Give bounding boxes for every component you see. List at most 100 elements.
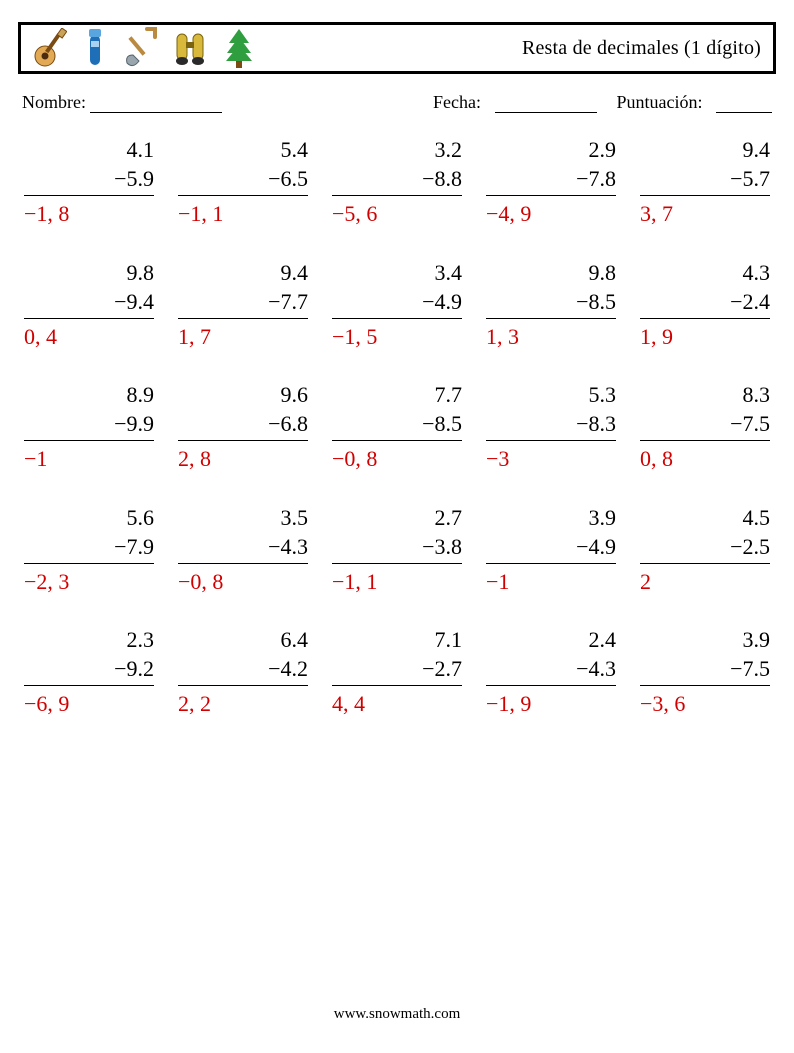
minuend: 9.8 — [24, 258, 154, 287]
answer: −5, 6 — [332, 200, 462, 228]
problem-operands: 7.7−8.5 — [332, 380, 462, 441]
problem-cell: 9.6−6.82, 8 — [178, 380, 308, 473]
problem-cell: 8.3−7.5 0, 8 — [640, 380, 770, 473]
footer-url: www.snowmath.com — [0, 1006, 794, 1023]
guitar-icon — [33, 28, 67, 68]
rule-line — [486, 195, 616, 196]
minuend: 2.3 — [24, 625, 154, 654]
subtrahend: −4.3 — [178, 532, 308, 561]
problem-operands: 8.3−7.5 — [640, 380, 770, 441]
problems-grid: 4.1−5.9−1, 85.4−6.5−1, 13.2−8.8−5, 62.9−… — [18, 135, 776, 718]
subtrahend: −2.7 — [332, 654, 462, 683]
problem-cell: 3.4−4.9 −1, 5 — [332, 258, 462, 351]
subtrahend: −8.5 — [486, 287, 616, 316]
problem-cell: 9.8−9.4 0, 4 — [24, 258, 154, 351]
minuend: 2.7 — [332, 503, 462, 532]
answer: −2, 3 — [24, 568, 154, 596]
name-label: Nombre: — [22, 92, 86, 113]
rule-line — [486, 440, 616, 441]
binoculars-icon — [173, 28, 209, 68]
minuend: 5.6 — [24, 503, 154, 532]
subtrahend: −8.3 — [486, 409, 616, 438]
problem-cell: 2.3−9.2−6, 9 — [24, 625, 154, 718]
problem-cell: 2.9−7.8−4, 9 — [486, 135, 616, 228]
minuend: 9.6 — [178, 380, 308, 409]
subtrahend: −8.8 — [332, 164, 462, 193]
rule-line — [332, 685, 462, 686]
rule-line — [178, 318, 308, 319]
date-blank[interactable] — [495, 93, 597, 113]
problem-operands: 7.1−2.7 — [332, 625, 462, 686]
answer: 2 — [640, 568, 770, 596]
rule-line — [332, 195, 462, 196]
rule-line — [178, 685, 308, 686]
subtrahend: −6.5 — [178, 164, 308, 193]
answer: −0, 8 — [332, 445, 462, 473]
subtrahend: −5.9 — [24, 164, 154, 193]
problem-operands: 4.1−5.9 — [24, 135, 154, 196]
problem-operands: 2.3−9.2 — [24, 625, 154, 686]
minuend: 3.2 — [332, 135, 462, 164]
subtrahend: −4.2 — [178, 654, 308, 683]
subtrahend: −2.5 — [640, 532, 770, 561]
answer: 2, 2 — [178, 690, 308, 718]
minuend: 3.5 — [178, 503, 308, 532]
answer: 0, 8 — [640, 445, 770, 473]
problem-cell: 2.4−4.3−1, 9 — [486, 625, 616, 718]
subtrahend: −7.9 — [24, 532, 154, 561]
rule-line — [486, 318, 616, 319]
answer: 1, 3 — [486, 323, 616, 351]
score-blank[interactable] — [716, 93, 772, 113]
rule-line — [332, 440, 462, 441]
minuend: 5.4 — [178, 135, 308, 164]
problem-cell: 6.4−4.2 2, 2 — [178, 625, 308, 718]
answer: −1, 8 — [24, 200, 154, 228]
problem-cell: 7.7−8.5 −0, 8 — [332, 380, 462, 473]
rule-line — [178, 563, 308, 564]
subtrahend: −7.5 — [640, 654, 770, 683]
rule-line — [640, 685, 770, 686]
problem-operands: 4.5−2.5 — [640, 503, 770, 564]
problem-cell: 7.1−2.74, 4 — [332, 625, 462, 718]
subtrahend: −7.7 — [178, 287, 308, 316]
answer: −4, 9 — [486, 200, 616, 228]
problem-operands: 6.4−4.2 — [178, 625, 308, 686]
name-blank[interactable] — [90, 93, 222, 113]
problem-operands: 9.4−5.7 — [640, 135, 770, 196]
date-label: Fecha: — [433, 92, 481, 112]
problem-cell: 8.9−9.9−1 — [24, 380, 154, 473]
problem-cell: 5.4−6.5−1, 1 — [178, 135, 308, 228]
rule-line — [332, 563, 462, 564]
minuend: 5.3 — [486, 380, 616, 409]
problem-cell: 3.9−4.9−1 — [486, 503, 616, 596]
problem-cell: 3.2−8.8 −5, 6 — [332, 135, 462, 228]
subtrahend: −9.2 — [24, 654, 154, 683]
problem-operands: 2.7−3.8 — [332, 503, 462, 564]
answer: −1, 5 — [332, 323, 462, 351]
rule-line — [24, 318, 154, 319]
rule-line — [24, 195, 154, 196]
problem-cell: 4.3−2.41, 9 — [640, 258, 770, 351]
problem-cell: 4.1−5.9 −1, 8 — [24, 135, 154, 228]
problem-cell: 9.4−7.71, 7 — [178, 258, 308, 351]
rule-line — [178, 195, 308, 196]
problem-cell: 9.4−5.73, 7 — [640, 135, 770, 228]
problem-cell: 4.5−2.5 2 — [640, 503, 770, 596]
problem-operands: 9.8−9.4 — [24, 258, 154, 319]
minuend: 2.9 — [486, 135, 616, 164]
subtrahend: −9.4 — [24, 287, 154, 316]
problem-operands: 3.4−4.9 — [332, 258, 462, 319]
answer: −3, 6 — [640, 690, 770, 718]
rule-line — [24, 563, 154, 564]
rule-line — [640, 563, 770, 564]
rule-line — [486, 685, 616, 686]
answer: 2, 8 — [178, 445, 308, 473]
minuend: 3.9 — [486, 503, 616, 532]
problem-cell: 9.8−8.51, 3 — [486, 258, 616, 351]
answer: 0, 4 — [24, 323, 154, 351]
subtrahend: −2.4 — [640, 287, 770, 316]
problem-cell: 2.7−3.8−1, 1 — [332, 503, 462, 596]
shovel-icon — [123, 27, 157, 69]
problem-operands: 3.5−4.3 — [178, 503, 308, 564]
minuend: 8.3 — [640, 380, 770, 409]
